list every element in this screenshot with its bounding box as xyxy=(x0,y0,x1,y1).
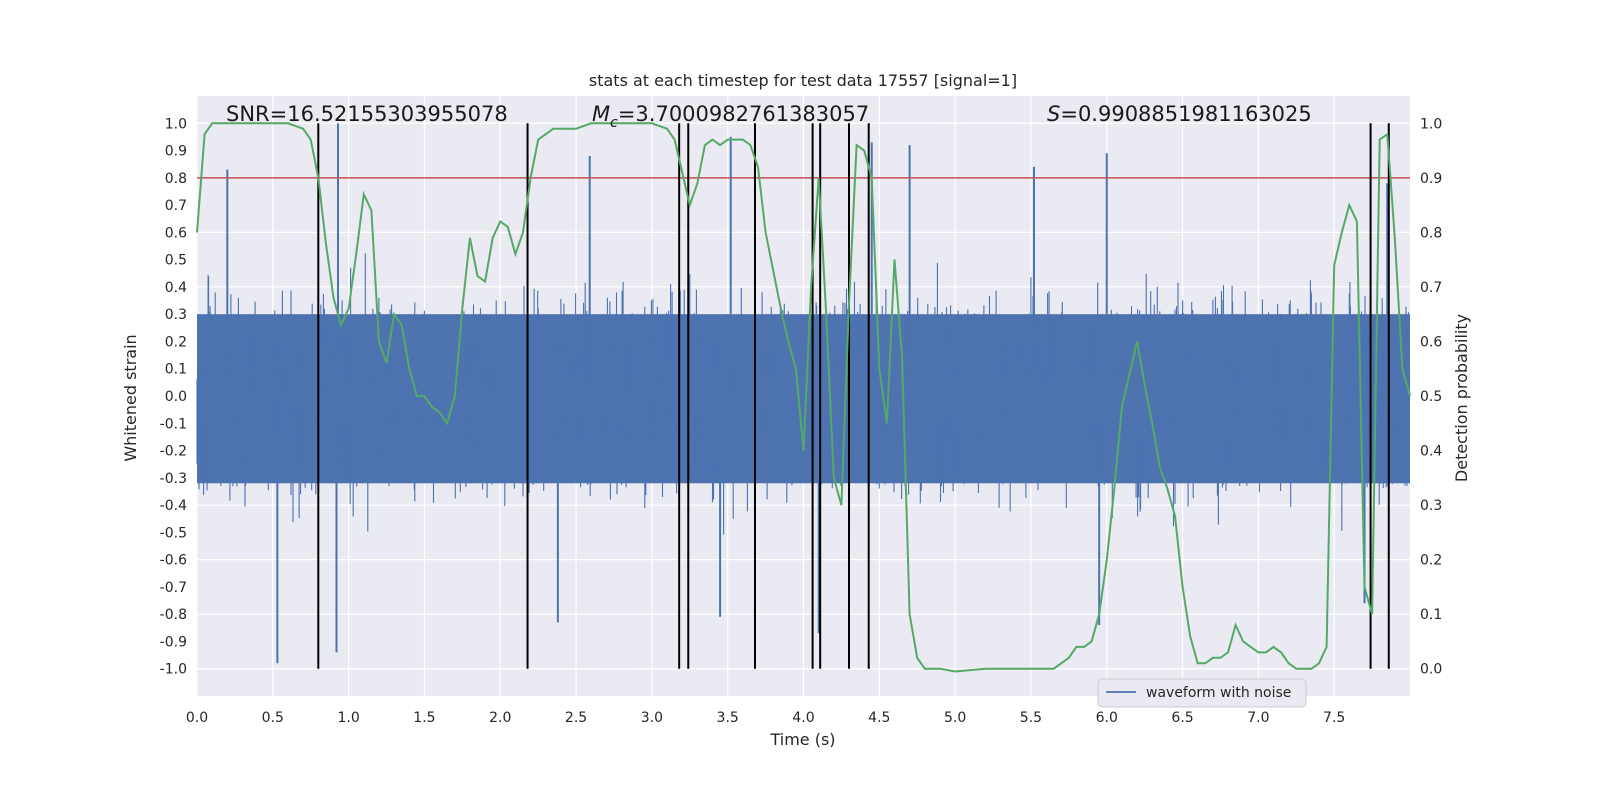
x-tick-label: 5.5 xyxy=(1020,710,1042,726)
x-axis-ticks: 0.0 0.5 1.0 1.5 2.0 2.5 3.0 3.5 4.0 4.5 5.0 5.5 6.0 6… xyxy=(186,710,1345,726)
x-tick-label: 1.5 xyxy=(413,710,435,726)
x-tick-label: 0.5 xyxy=(262,710,284,726)
x-axis-label: Time (s) xyxy=(769,730,835,749)
chart-title: stats at each timestep for test data 175… xyxy=(589,71,1017,90)
x-tick-label: 3.5 xyxy=(717,710,739,726)
left-y-tick-label: -1.0 xyxy=(160,662,187,678)
right-y-tick-label: 0.6 xyxy=(1420,334,1442,350)
chirp-mass-value: =3.7000982761383057 xyxy=(618,102,869,126)
left-y-tick-label: 0.0 xyxy=(165,389,187,405)
x-tick-label: 1.0 xyxy=(337,710,359,726)
x-tick-label: 3.0 xyxy=(641,710,663,726)
right-y-tick-label: 0.1 xyxy=(1420,607,1442,623)
left-y-tick-label: -0.7 xyxy=(160,580,187,596)
right-y-tick-label: 0.3 xyxy=(1420,498,1442,514)
left-y-tick-label: 0.5 xyxy=(165,253,187,269)
vertical-markers xyxy=(317,123,1390,669)
left-y-tick-label: 0.6 xyxy=(165,225,187,241)
s-annotation: S=0.9908851981163025 xyxy=(1047,102,1312,126)
probability-line xyxy=(196,122,1411,673)
left-y-tick-label: -0.8 xyxy=(160,607,187,623)
left-y-tick-label: 0.7 xyxy=(165,198,187,214)
left-y-tick-label: -0.9 xyxy=(160,634,187,650)
x-tick-label: 0.0 xyxy=(186,710,208,726)
x-tick-label: 4.0 xyxy=(792,710,814,726)
left-y-tick-label: 0.3 xyxy=(165,307,187,323)
probability-series xyxy=(196,122,1411,673)
right-y-tick-label: 0.8 xyxy=(1420,225,1442,241)
x-tick-label: 6.0 xyxy=(1096,710,1118,726)
left-y-tick-label: 1.0 xyxy=(165,116,187,132)
right-y-tick-label: 0.9 xyxy=(1420,171,1442,187)
chirp-mass-annotation: Mc=3.7000982761383057 xyxy=(592,102,869,131)
legend-box xyxy=(1097,678,1307,708)
left-y-tick-label: 0.8 xyxy=(165,171,187,187)
left-y-tick-label: -0.1 xyxy=(160,416,187,432)
right-y-axis-ticks: 1.0 0.9 0.8 0.7 0.6 0.5 0.4 0.3 0.2 0.1 0.0 xyxy=(1420,116,1442,677)
right-y-tick-label: 0.4 xyxy=(1420,444,1442,460)
left-y-tick-label: -0.4 xyxy=(160,498,187,514)
left-y-axis-ticks: 1.0 0.9 0.8 0.7 0.6 0.5 0.4 0.3 0.2 0.1 0.0 -0.1 -0.… xyxy=(160,116,187,677)
x-tick-label: 4.5 xyxy=(868,710,890,726)
right-y-tick-label: 1.0 xyxy=(1420,116,1442,132)
chirp-mass-symbol: M xyxy=(592,102,610,126)
chirp-mass-subscript: c xyxy=(610,115,618,131)
x-tick-label: 7.5 xyxy=(1323,710,1345,726)
right-y-tick-label: 0.5 xyxy=(1420,389,1442,405)
x-tick-label: 7.0 xyxy=(1247,710,1269,726)
x-tick-label: 6.5 xyxy=(1171,710,1193,726)
snr-annotation: SNR=16.52155303955078 xyxy=(226,102,508,126)
left-y-tick-label: 0.4 xyxy=(165,280,187,296)
s-value: =0.9908851981163025 xyxy=(1060,102,1311,126)
left-y-tick-label: 0.1 xyxy=(165,362,187,378)
x-tick-label: 2.5 xyxy=(565,710,587,726)
right-y-tick-label: 0.7 xyxy=(1420,280,1442,296)
left-y-tick-label: 0.9 xyxy=(165,144,187,160)
left-y-tick-label: -0.6 xyxy=(160,553,187,569)
left-y-tick-label: 0.2 xyxy=(165,334,187,350)
legend-label: waveform with noise xyxy=(1146,685,1291,701)
left-y-tick-label: -0.5 xyxy=(160,525,187,541)
left-y-tick-label: -0.2 xyxy=(160,444,187,460)
right-y-axis-label: Detection probability xyxy=(1452,314,1471,482)
left-y-tick-label: -0.3 xyxy=(160,471,187,487)
waveform-trace xyxy=(196,253,1411,535)
right-y-tick-label: 0.0 xyxy=(1420,662,1442,678)
x-tick-label: 5.0 xyxy=(944,710,966,726)
legend: waveform with noise xyxy=(1097,678,1307,708)
right-y-tick-label: 0.2 xyxy=(1420,553,1442,569)
left-y-axis-label: Whitened strain xyxy=(121,334,140,461)
s-symbol: S xyxy=(1047,102,1060,126)
x-tick-label: 2.0 xyxy=(489,710,511,726)
waveform-series xyxy=(196,123,1411,664)
